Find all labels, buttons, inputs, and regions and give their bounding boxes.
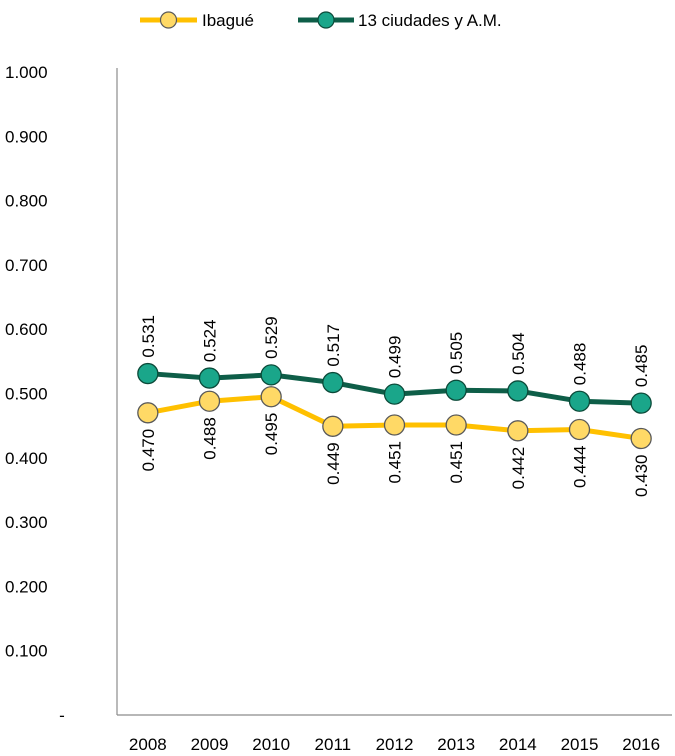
- data-label: 0.505: [447, 332, 466, 375]
- y-tick-label: 0.700: [5, 256, 48, 275]
- x-tick-label: 2012: [376, 735, 414, 754]
- data-point: [198, 367, 221, 389]
- data-point: [568, 390, 591, 412]
- data-label: 0.444: [571, 446, 590, 489]
- y-tick-label: 0.800: [5, 192, 48, 211]
- x-tick-label: 2016: [622, 735, 660, 754]
- x-tick-label: 2010: [252, 735, 290, 754]
- series-1: 0.470 0.488 0.495 0.449 0.451 0.451 0.442 0.444…: [137, 386, 652, 498]
- data-label: 0.495: [262, 413, 281, 456]
- data-label: 0.451: [447, 441, 466, 484]
- y-tick-label: -: [59, 706, 65, 725]
- data-point: [630, 392, 652, 414]
- data-label: 0.442: [509, 447, 528, 490]
- legend-marker: [159, 11, 178, 29]
- x-tick-label: 2011: [315, 735, 352, 754]
- data-point: [383, 414, 406, 436]
- data-label: 0.531: [139, 315, 158, 358]
- data-point: [260, 364, 282, 386]
- data-label: 0.488: [571, 343, 590, 386]
- x-tick-label: 2008: [129, 735, 167, 754]
- y-tick-label: 0.900: [5, 127, 48, 146]
- x-tick-label: 2013: [437, 735, 475, 754]
- legend-marker: [317, 11, 335, 29]
- data-point: [198, 390, 221, 412]
- series-2: 0.531 0.524 0.529 0.517 0.499 0.505 0.504 0.488…: [137, 315, 652, 414]
- data-label: 0.451: [386, 441, 405, 484]
- y-tick-label: 0.400: [5, 449, 48, 468]
- axes: - 0.100 0.200 0.300 0.400 0.500 0.600 0.700 0.80…: [5, 63, 672, 754]
- y-tick-label: 0.200: [5, 577, 48, 596]
- data-point: [568, 418, 591, 441]
- legend-item-2: 13 ciudades y A.M.: [298, 11, 502, 30]
- data-label: 0.499: [386, 336, 405, 379]
- data-label: 0.504: [509, 332, 528, 375]
- data-label: 0.485: [632, 345, 651, 388]
- data-point: [137, 362, 159, 385]
- data-label: 0.529: [262, 316, 281, 359]
- legend: Ibagué 13 ciudades y A.M.: [140, 11, 502, 30]
- data-point: [445, 379, 467, 401]
- legend-item-1: Ibagué: [140, 11, 254, 30]
- data-point: [322, 415, 344, 437]
- data-point: [445, 414, 467, 436]
- y-tick-label: 0.300: [5, 513, 48, 532]
- data-point: [137, 402, 159, 424]
- data-label: 0.430: [632, 455, 651, 498]
- data-point: [507, 380, 529, 402]
- x-tick-label: 2009: [191, 735, 229, 754]
- data-point: [383, 383, 406, 405]
- y-tick-label: 0.600: [5, 320, 48, 339]
- legend-label: 13 ciudades y A.M.: [358, 11, 502, 30]
- data-point: [630, 427, 652, 450]
- data-label: 0.449: [324, 442, 343, 485]
- data-label: 0.470: [139, 429, 158, 472]
- data-point: [322, 371, 344, 394]
- data-point: [260, 386, 282, 408]
- data-point: [507, 420, 529, 442]
- y-tick-label: 0.100: [5, 642, 48, 661]
- y-tick-label: 0.500: [5, 385, 48, 404]
- legend-label: Ibagué: [202, 11, 254, 30]
- x-tick-label: 2014: [499, 735, 537, 754]
- data-label: 0.488: [201, 417, 220, 460]
- series-layer: 0.470 0.488 0.495 0.449 0.451 0.451 0.442 0.444…: [137, 315, 652, 498]
- data-label: 0.524: [201, 320, 220, 363]
- x-tick-label: 2015: [561, 735, 599, 754]
- data-label: 0.517: [324, 324, 343, 367]
- y-tick-label: 1.000: [5, 63, 48, 82]
